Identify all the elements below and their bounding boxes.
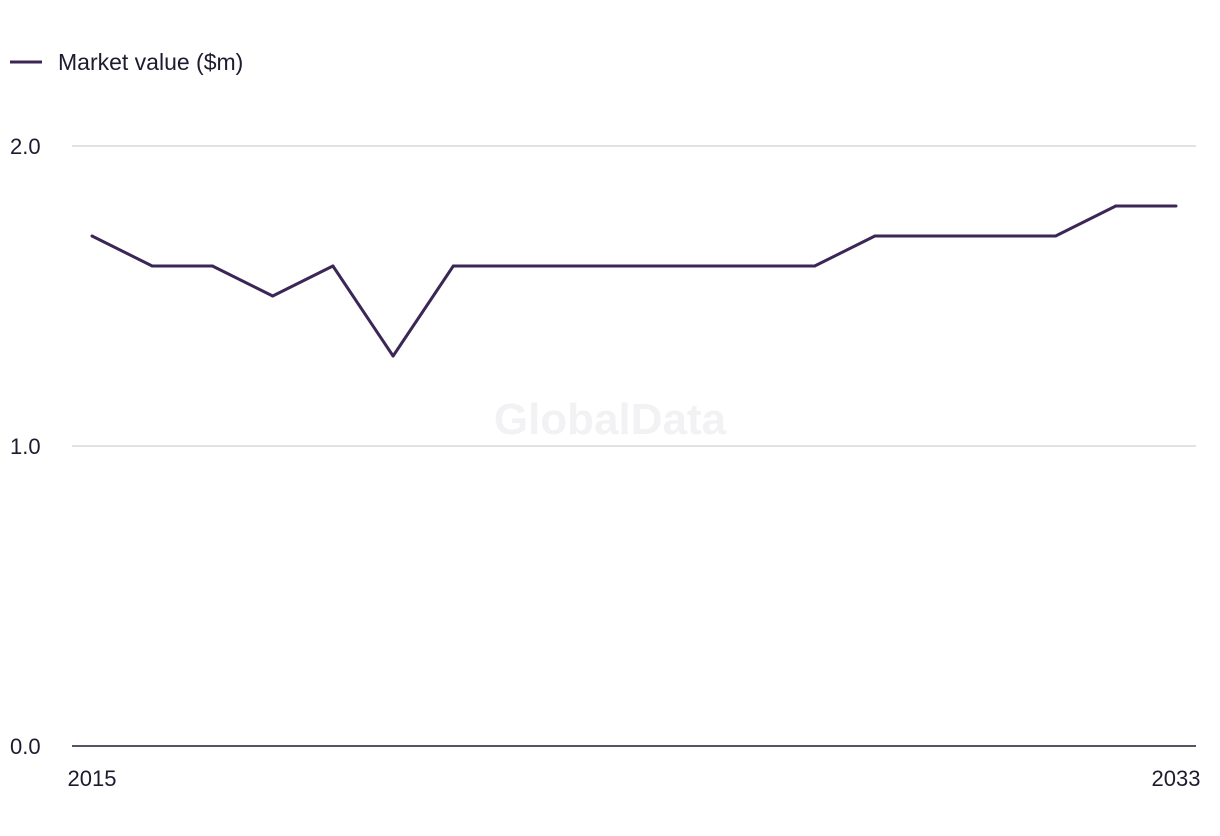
- data-point: [512, 264, 516, 268]
- y-tick-label: 2.0: [10, 134, 41, 159]
- data-point: [873, 234, 877, 238]
- series-line: [91, 204, 1176, 358]
- watermark: GlobalData: [494, 395, 727, 444]
- data-point: [331, 264, 335, 268]
- data-point: [1174, 204, 1178, 208]
- legend-label: Market value ($m): [58, 49, 243, 75]
- data-point: [90, 234, 94, 238]
- y-tick-label: 0.0: [10, 734, 41, 759]
- data-point: [391, 354, 395, 358]
- data-point: [1114, 204, 1118, 208]
- x-tick-label: 2015: [68, 766, 117, 791]
- series-group: [90, 204, 1178, 358]
- gridlines: [72, 145, 1196, 447]
- legend: Market value ($m): [10, 49, 243, 75]
- data-point: [993, 234, 997, 238]
- data-point: [692, 264, 696, 268]
- data-point: [572, 264, 576, 268]
- data-point: [210, 264, 214, 268]
- data-point: [752, 264, 756, 268]
- y-axis-labels: 0.0 1.0 2.0: [10, 134, 41, 759]
- x-tick-label: 2033: [1152, 766, 1201, 791]
- data-point: [150, 264, 154, 268]
- y-tick-label: 1.0: [10, 434, 41, 459]
- data-point: [451, 264, 455, 268]
- data-point: [1054, 234, 1058, 238]
- data-point: [632, 264, 636, 268]
- data-point: [271, 294, 275, 298]
- data-point: [933, 234, 937, 238]
- x-axis-labels: 2015 2033: [68, 766, 1201, 791]
- data-point: [813, 264, 817, 268]
